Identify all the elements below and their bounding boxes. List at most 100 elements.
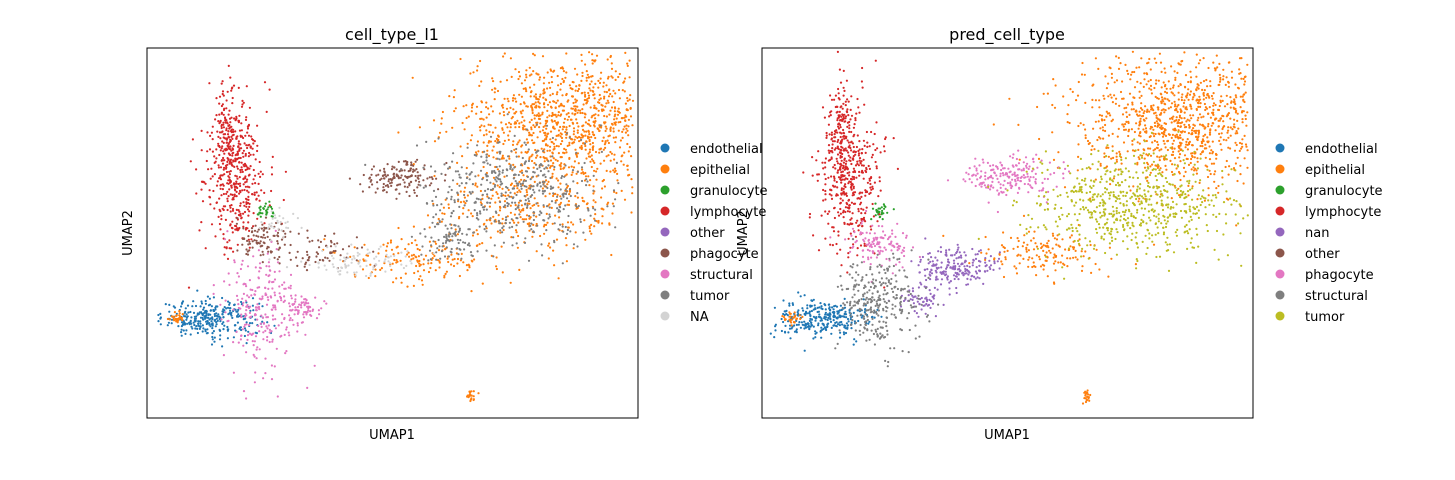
scatter-point [987,248,990,251]
scatter-point [228,127,231,130]
scatter-point [531,204,534,207]
scatter-point [450,211,453,214]
scatter-point [532,124,535,127]
scatter-point [527,197,530,200]
scatter-point [557,152,561,155]
scatter-point [296,305,300,309]
scatter-point [300,301,303,304]
scatter-point [521,144,524,147]
scatter-point [546,119,549,122]
scatter-point [234,185,237,188]
scatter-point [625,124,628,127]
scatter-point [617,182,620,185]
scatter-point [223,166,226,169]
scatter-point [271,314,274,317]
scatter-point [218,338,222,341]
scatter-point [846,324,850,327]
scatter-point [787,331,790,334]
scatter-point [395,168,398,171]
scatter-point [1138,157,1141,161]
scatter-point [466,194,469,197]
scatter-point [1133,130,1136,134]
scatter-point [340,266,343,269]
scatter-point [475,112,478,115]
scatter-point [623,116,626,119]
scatter-point [610,152,614,155]
scatter-point [245,285,248,288]
scatter-point [485,129,488,132]
scatter-point [1182,105,1185,108]
scatter-point [237,341,240,344]
scatter-point [1232,167,1236,170]
scatter-point [415,243,418,247]
scatter-point [453,231,457,234]
scatter-point [268,340,271,344]
scatter-point [471,102,474,105]
scatter-point [614,70,617,73]
scatter-point [225,129,228,132]
scatter-point [447,203,450,206]
scatter-point [253,140,256,143]
scatter-point [438,266,441,269]
scatter-point [1200,116,1203,119]
scatter-point [1206,85,1209,88]
scatter-point [576,89,580,93]
scatter-point [1189,70,1192,73]
scatter-point [1196,119,1199,122]
scatter-point [1038,137,1041,141]
scatter-point [514,121,518,125]
scatter-point [574,195,577,198]
scatter-point [242,212,245,215]
scatter-point [592,134,596,137]
scatter-point [1152,149,1155,152]
scatter-point [452,152,455,155]
scatter-point [233,261,236,264]
scatter-point [233,117,236,120]
scatter-point [527,200,531,203]
scatter-point [490,171,494,174]
scatter-point [1017,253,1020,256]
scatter-point [416,270,420,273]
scatter-point [418,278,421,281]
scatter-point [1178,153,1182,156]
scatter-point [518,268,521,271]
scatter-point [591,53,594,56]
scatter-point [180,305,183,308]
scatter-point [206,331,209,335]
scatter-point [1131,71,1134,74]
scatter-point [356,251,359,254]
scatter-point [1140,115,1144,118]
scatter-point [498,158,501,161]
scatter-point [502,225,505,228]
scatter-point [472,398,475,402]
scatter-point [1244,117,1247,121]
scatter-point [561,109,565,112]
scatter-point [1219,117,1223,120]
scatter-point [1062,95,1065,98]
scatter-point [231,193,234,196]
scatter-point [1158,149,1161,152]
scatter-point [1189,105,1192,108]
scatter-point [1195,53,1198,56]
scatter-point [1125,106,1128,109]
scatter-point [221,130,224,133]
scatter-point [600,71,603,74]
scatter-point [404,272,407,275]
scatter-point [517,182,520,185]
scatter-point [557,114,560,117]
scatter-point [528,157,531,161]
scatter-point [227,195,230,198]
scatter-point [271,155,274,158]
scatter-point [623,198,627,201]
scatter-point [585,178,588,181]
scatter-point [563,147,566,150]
scatter-point [1217,119,1220,122]
scatter-point [1208,133,1212,136]
scatter-point [782,312,785,316]
scatter-point [412,164,415,167]
scatter-point [583,219,586,222]
scatter-point [235,281,238,284]
legend-marker [660,185,670,195]
scatter-point [543,219,546,222]
scatter-point [523,79,527,82]
